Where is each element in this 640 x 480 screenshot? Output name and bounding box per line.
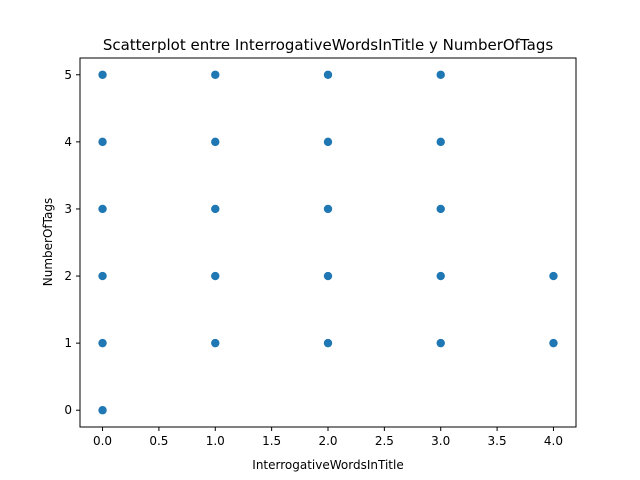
x-tick-label: 3.5 [488, 434, 507, 448]
y-tick-label: 1 [64, 336, 72, 350]
scatter-point [98, 338, 107, 348]
scatter-point [549, 338, 558, 348]
scatter-point [436, 271, 445, 281]
scatter-point [436, 137, 445, 147]
scatter-point [98, 204, 107, 214]
y-tick-label: 5 [64, 68, 72, 82]
scatter-point [211, 338, 220, 348]
x-tick-label: 0.0 [93, 434, 112, 448]
points-layer [98, 70, 558, 415]
scatter-point [211, 204, 220, 214]
x-axis-title: InterrogativeWordsInTitle [252, 458, 403, 472]
scatter-point [323, 338, 333, 348]
x-tick-label: 2.0 [318, 434, 337, 448]
scatter-point [98, 271, 107, 281]
scatter-point [323, 204, 333, 214]
y-axis: 0 1 2 3 4 5 [64, 68, 80, 417]
x-tick-label: 1.5 [262, 434, 281, 448]
scatter-point [98, 406, 107, 415]
scatter-point [436, 70, 445, 79]
scatter-point [323, 70, 333, 79]
scatter-point [98, 137, 107, 147]
scatter-point [436, 338, 445, 348]
scatter-point [436, 204, 445, 214]
x-tick-label: 0.5 [149, 434, 168, 448]
scatter-point [323, 271, 333, 281]
scatter-point [211, 70, 220, 79]
y-tick-label: 2 [64, 269, 72, 283]
x-tick-label: 2.5 [375, 434, 394, 448]
x-axis: 0.0 0.5 1.0 1.5 2.0 2.5 3.0 3.5 4.0 [93, 427, 563, 448]
y-tick-label: 4 [64, 135, 72, 149]
scatter-point [98, 70, 107, 79]
y-axis-title: NumberOfTags [41, 198, 55, 286]
chart-title: Scatterplot entre InterrogativeWordsInTi… [103, 36, 554, 54]
scatter-point [211, 271, 220, 281]
y-tick-label: 3 [64, 202, 72, 216]
x-tick-label: 1.0 [206, 434, 225, 448]
scatter-point [549, 271, 558, 281]
x-tick-label: 4.0 [544, 434, 563, 448]
scatter-point [323, 137, 333, 147]
x-tick-label: 3.0 [431, 434, 450, 448]
y-tick-label: 0 [64, 403, 72, 417]
scatter-point [211, 137, 220, 147]
